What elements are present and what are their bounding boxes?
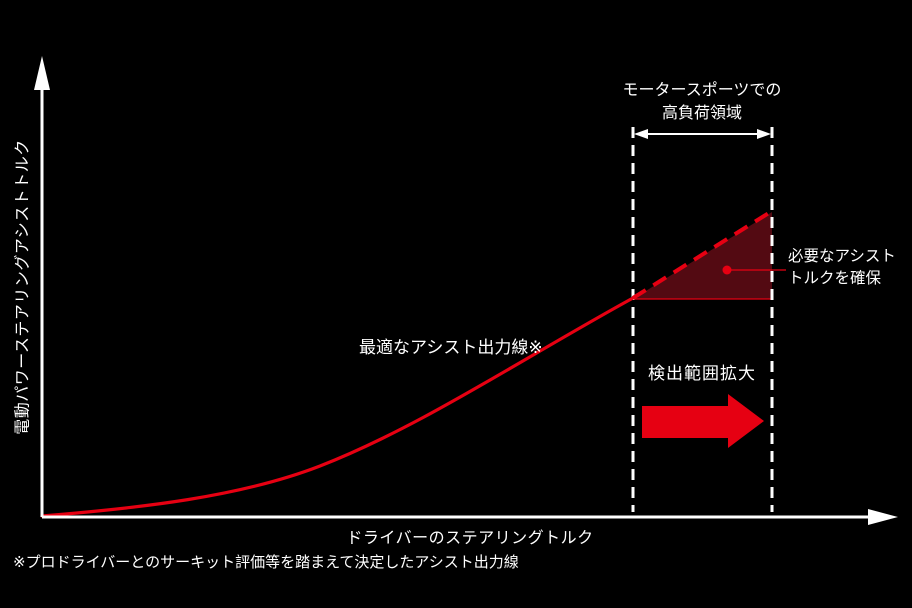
range-double-arrow bbox=[634, 129, 771, 139]
x-axis-label: ドライバーのステアリングトルク bbox=[346, 528, 594, 547]
axes bbox=[34, 56, 898, 525]
y-axis-arrowhead-icon bbox=[34, 56, 50, 90]
detection-range-expansion-label: 検出範囲拡大 bbox=[648, 364, 756, 384]
extended-assist-dashed-line bbox=[631, 209, 774, 300]
high-load-region-label-line2: 高負荷領域 bbox=[661, 103, 743, 123]
range-arrowhead-left-icon bbox=[634, 129, 648, 139]
necessary-assist-torque-label-line2: トルクを確保 bbox=[788, 269, 882, 288]
footnote-text: ※プロドライバーとのサーキット評価等を踏まえて決定したアシスト出力線 bbox=[13, 553, 519, 571]
range-arrowhead-right-icon bbox=[757, 129, 771, 139]
high-load-region-label: モータースポーツでの 高負荷領域 bbox=[623, 78, 782, 124]
x-axis-arrowhead-icon bbox=[868, 509, 898, 525]
necessary-assist-torque-label: 必要なアシスト トルクを確保 bbox=[788, 245, 896, 290]
high-load-region-label-line1: モータースポーツでの bbox=[622, 80, 782, 99]
assist-output-curve bbox=[40, 296, 635, 518]
y-axis-label: 電動パワーステアリングアシストトルク bbox=[12, 139, 32, 435]
optimal-assist-curve-label: 最適なアシスト出力線※ bbox=[359, 338, 543, 358]
detection-expansion-arrow-icon bbox=[642, 394, 764, 448]
necessary-assist-torque-label-line1: 必要なアシスト bbox=[788, 247, 896, 265]
